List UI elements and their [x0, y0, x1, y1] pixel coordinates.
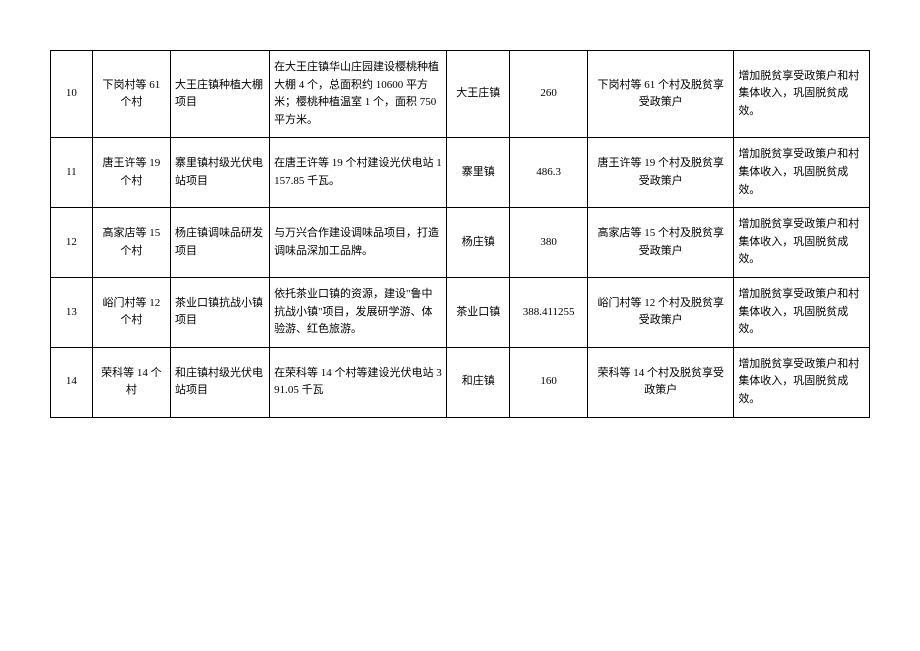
table-row: 10 下岗村等 61 个村 大王庄镇种植大棚项目 在大王庄镇华山庄园建设樱桃种植… [51, 51, 870, 138]
table-row: 13 峪门村等 12 个村 茶业口镇抗战小镇项目 依托茶业口镇的资源，建设"鲁中… [51, 277, 870, 347]
cell-beneficiary: 下岗村等 61 个村及脱贫享受政策户 [588, 51, 734, 138]
cell-effect: 增加脱贫享受政策户和村集体收入，巩固脱贫成效。 [734, 51, 870, 138]
data-table: 10 下岗村等 61 个村 大王庄镇种植大棚项目 在大王庄镇华山庄园建设樱桃种植… [50, 50, 870, 418]
cell-town: 和庄镇 [447, 347, 510, 417]
cell-village: 唐王许等 19 个村 [92, 138, 170, 208]
cell-town: 寨里镇 [447, 138, 510, 208]
cell-desc: 在大王庄镇华山庄园建设樱桃种植大棚 4 个，总面积约 10600 平方米；樱桃种… [270, 51, 447, 138]
cell-town: 茶业口镇 [447, 277, 510, 347]
cell-effect: 增加脱贫享受政策户和村集体收入，巩固脱贫成效。 [734, 277, 870, 347]
cell-amount: 260 [510, 51, 588, 138]
cell-amount: 160 [510, 347, 588, 417]
cell-town: 杨庄镇 [447, 208, 510, 278]
cell-town: 大王庄镇 [447, 51, 510, 138]
cell-amount: 388.411255 [510, 277, 588, 347]
cell-project: 茶业口镇抗战小镇项目 [170, 277, 269, 347]
cell-beneficiary: 唐王许等 19 个村及脱贫享受政策户 [588, 138, 734, 208]
cell-desc: 依托茶业口镇的资源，建设"鲁中抗战小镇"项目，发展研学游、体验游、红色旅游。 [270, 277, 447, 347]
cell-amount: 486.3 [510, 138, 588, 208]
cell-project: 寨里镇村级光伏电站项目 [170, 138, 269, 208]
cell-amount: 380 [510, 208, 588, 278]
table-row: 11 唐王许等 19 个村 寨里镇村级光伏电站项目 在唐王许等 19 个村建设光… [51, 138, 870, 208]
cell-effect: 增加脱贫享受政策户和村集体收入，巩固脱贫成效。 [734, 208, 870, 278]
cell-index: 13 [51, 277, 93, 347]
cell-beneficiary: 高家店等 15 个村及脱贫享受政策户 [588, 208, 734, 278]
cell-village: 荣科等 14 个村 [92, 347, 170, 417]
cell-effect: 增加脱贫享受政策户和村集体收入，巩固脱贫成效。 [734, 347, 870, 417]
cell-beneficiary: 峪门村等 12 个村及脱贫享受政策户 [588, 277, 734, 347]
cell-index: 14 [51, 347, 93, 417]
cell-village: 下岗村等 61 个村 [92, 51, 170, 138]
cell-index: 10 [51, 51, 93, 138]
cell-project: 和庄镇村级光伏电站项目 [170, 347, 269, 417]
cell-index: 12 [51, 208, 93, 278]
cell-desc: 与万兴合作建设调味品项目，打造调味品深加工品牌。 [270, 208, 447, 278]
table-row: 12 高家店等 15 个村 杨庄镇调味品研发项目 与万兴合作建设调味品项目，打造… [51, 208, 870, 278]
table-row: 14 荣科等 14 个村 和庄镇村级光伏电站项目 在荣科等 14 个村等建设光伏… [51, 347, 870, 417]
cell-village: 峪门村等 12 个村 [92, 277, 170, 347]
cell-desc: 在荣科等 14 个村等建设光伏电站 391.05 千瓦 [270, 347, 447, 417]
cell-index: 11 [51, 138, 93, 208]
cell-effect: 增加脱贫享受政策户和村集体收入，巩固脱贫成效。 [734, 138, 870, 208]
cell-project: 大王庄镇种植大棚项目 [170, 51, 269, 138]
cell-beneficiary: 荣科等 14 个村及脱贫享受政策户 [588, 347, 734, 417]
cell-desc: 在唐王许等 19 个村建设光伏电站 1157.85 千瓦。 [270, 138, 447, 208]
cell-project: 杨庄镇调味品研发项目 [170, 208, 269, 278]
table-body: 10 下岗村等 61 个村 大王庄镇种植大棚项目 在大王庄镇华山庄园建设樱桃种植… [51, 51, 870, 418]
cell-village: 高家店等 15 个村 [92, 208, 170, 278]
table-container: 10 下岗村等 61 个村 大王庄镇种植大棚项目 在大王庄镇华山庄园建设樱桃种植… [50, 50, 870, 418]
